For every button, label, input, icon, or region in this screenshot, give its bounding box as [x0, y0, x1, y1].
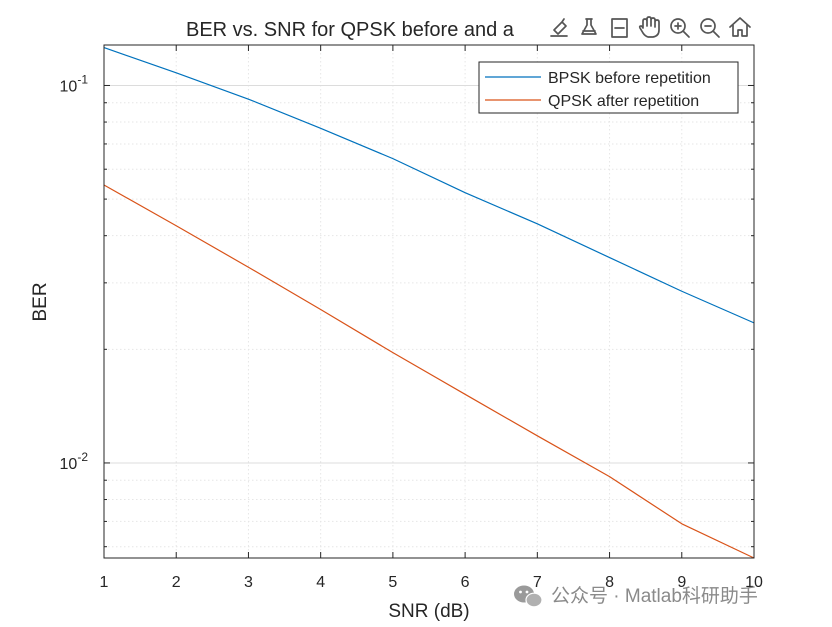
legend-label-bpsk: BPSK before repetition	[548, 70, 711, 87]
x-tick-label: 7	[533, 574, 542, 591]
zoom-in-icon[interactable]	[670, 18, 690, 38]
legend-label-qpsk: QPSK after repetition	[548, 93, 699, 110]
legend-box	[478, 61, 739, 114]
watermark-text: 公众号 · Matlab科研助手	[551, 585, 758, 607]
series-layer	[103, 47, 755, 559]
axes-box	[103, 44, 755, 559]
datatip-icon[interactable]	[611, 18, 628, 38]
x-tick-label: 5	[388, 574, 397, 591]
export-icon[interactable]	[550, 18, 568, 37]
wechat-icon	[514, 585, 543, 608]
plot-area	[104, 45, 754, 558]
tick-marks	[103, 45, 755, 558]
x-axis-label: SNR (dB)	[388, 601, 469, 622]
y-axis-label: BER	[30, 282, 51, 321]
x-tick-label: 1	[100, 574, 109, 591]
axes-toolbar	[545, 12, 757, 44]
watermark: 公众号 · Matlab科研助手	[514, 585, 758, 608]
zoom-out-icon[interactable]	[700, 18, 720, 38]
minor-gridlines	[104, 102, 754, 548]
y-tick-label: 10-1	[60, 72, 89, 95]
y-tick-labels: 10-1 10-2	[60, 72, 89, 472]
x-tick-label: 4	[316, 574, 325, 591]
pan-icon[interactable]	[638, 16, 660, 38]
x-tick-label: 8	[605, 574, 614, 591]
series-line-1	[103, 184, 755, 559]
series-line-0	[103, 47, 755, 324]
x-tick-label: 9	[677, 574, 686, 591]
chart-title: BER vs. SNR for QPSK before and a	[186, 19, 515, 41]
home-icon[interactable]	[729, 17, 751, 37]
x-tick-label: 3	[244, 574, 253, 591]
brush-icon[interactable]	[581, 18, 597, 35]
x-tick-label: 2	[172, 574, 181, 591]
x-tick-label: 10	[745, 574, 763, 591]
legend: BPSK before repetition QPSK after repeti…	[478, 61, 739, 114]
x-tick-label: 6	[461, 574, 470, 591]
x-tick-labels: 1 2 3 4 5 6 7 8 9 10	[100, 574, 763, 591]
y-tick-label: 10-2	[60, 450, 89, 473]
